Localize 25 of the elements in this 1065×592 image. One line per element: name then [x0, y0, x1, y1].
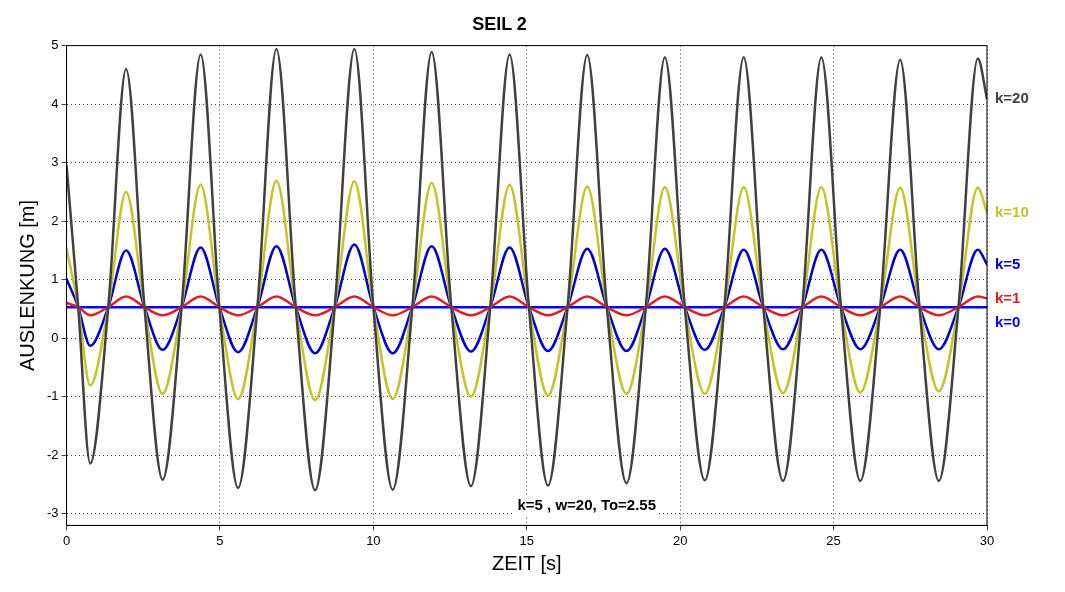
x-tick-label: 5 [216, 532, 224, 548]
x-tick-label: 0 [62, 532, 71, 548]
y-tick-label: 4 [51, 95, 59, 111]
series-label: k=0 [995, 312, 1021, 330]
series-label: k=10 [995, 202, 1029, 220]
x-tick-label: 20 [672, 532, 688, 548]
annotation: k=5 , w=20, To=2.55 [517, 495, 657, 513]
y-tick-label: 0 [51, 329, 59, 345]
y-tick-label: 2 [51, 212, 59, 228]
x-axis-title: ZEIT [s] [491, 551, 562, 574]
x-tick-label: 10 [366, 532, 381, 548]
y-tick-label: 3 [51, 154, 59, 170]
x-tick-label: 25 [826, 532, 841, 548]
y-tick-label: 5 [51, 37, 59, 53]
y-tick-label: 1 [51, 271, 59, 287]
chart-title: SEIL 2 [472, 13, 527, 34]
series-label: k=20 [995, 88, 1029, 106]
x-tick-label: 30 [979, 532, 995, 548]
x-tick-label: 15 [519, 532, 535, 548]
y-tick-label: -2 [47, 446, 59, 462]
y-tick-label: -3 [47, 505, 59, 521]
series-label: k=5 [995, 254, 1021, 272]
series-label: k=1 [995, 288, 1021, 306]
y-tick-label: -1 [47, 388, 59, 404]
y-axis-title: AUSLENKUNG [m] [15, 199, 38, 372]
